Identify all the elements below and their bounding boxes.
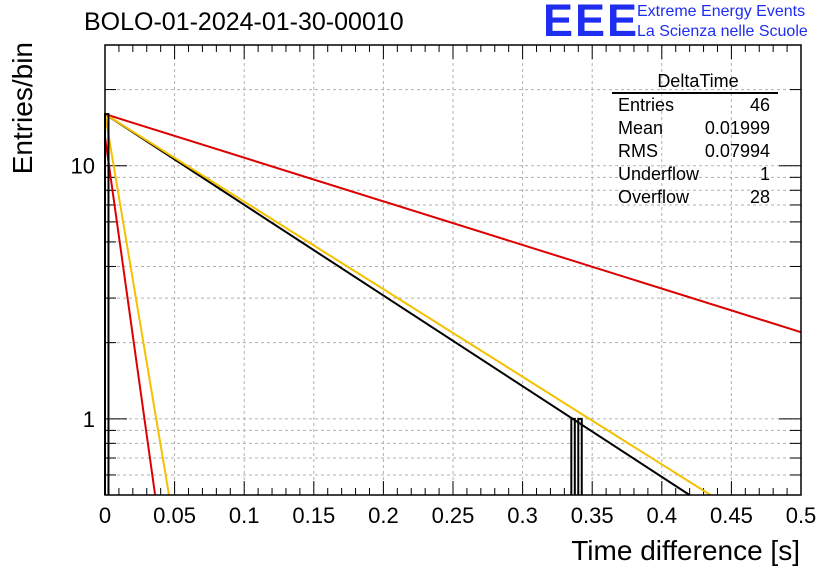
- x-tick-label: 0.4: [647, 503, 678, 528]
- histogram-bin: [570, 417, 576, 495]
- x-tick-label: 0.1: [229, 503, 260, 528]
- eee-logo: EEE: [543, 0, 640, 46]
- stats-row: Entries 46: [612, 94, 778, 117]
- stats-row: Underflow 1: [612, 163, 778, 186]
- stats-label: Entries: [618, 95, 675, 115]
- chart-title: BOLO-01-2024-01-30-00010: [84, 8, 404, 36]
- x-tick-label: 0.5: [786, 503, 817, 528]
- stats-value: 28: [749, 187, 770, 207]
- x-tick-label: 0.05: [153, 503, 196, 528]
- series-line: [104, 113, 170, 496]
- series-line: [104, 113, 712, 496]
- stats-row: Overflow 28: [612, 186, 778, 209]
- stats-rows: Entries 46 Mean 0.01999 RMS 0.07994 Underflow 1…: [612, 94, 778, 209]
- x-tick-label: 0.45: [710, 503, 753, 528]
- x-tick-label: 0.15: [292, 503, 335, 528]
- x-tick-label: 0.25: [432, 503, 475, 528]
- stats-label: Underflow: [618, 164, 700, 184]
- y-tick-label: 10: [71, 154, 95, 179]
- x-tick-label: 0.2: [368, 503, 399, 528]
- stats-value: 0.07994: [704, 141, 770, 161]
- stats-label: Overflow: [618, 187, 690, 207]
- series-line: [104, 113, 802, 334]
- stats-label: Mean: [618, 118, 664, 138]
- stats-value: 0.01999: [704, 118, 770, 138]
- stats-value: 1: [759, 164, 770, 184]
- stats-value: 46: [749, 95, 770, 115]
- logo-line-1: Extreme Energy Events: [637, 3, 806, 20]
- histogram-bin: [577, 417, 583, 495]
- stats-row: Mean 0.01999: [612, 117, 778, 140]
- stats-row: RMS 0.07994: [612, 140, 778, 163]
- y-tick-label: 1: [83, 407, 95, 432]
- plot-frame: [104, 44, 802, 496]
- series-line: [104, 136, 157, 496]
- logo-line-2: La Scienza nelle Scuole: [637, 23, 808, 40]
- stats-title: DeltaTime: [612, 70, 778, 94]
- x-tick-label: 0.3: [507, 503, 538, 528]
- x-tick-label: 0: [99, 503, 111, 528]
- series-line: [104, 113, 691, 496]
- stats-box: DeltaTime Entries 46 Mean 0.01999 RMS 0.07994…: [612, 70, 778, 209]
- y-axis-label: Entries/bin: [7, 42, 38, 174]
- x-axis-label: Time difference [s]: [571, 535, 800, 566]
- stats-label: RMS: [618, 141, 658, 161]
- x-tick-label: 0.35: [571, 503, 614, 528]
